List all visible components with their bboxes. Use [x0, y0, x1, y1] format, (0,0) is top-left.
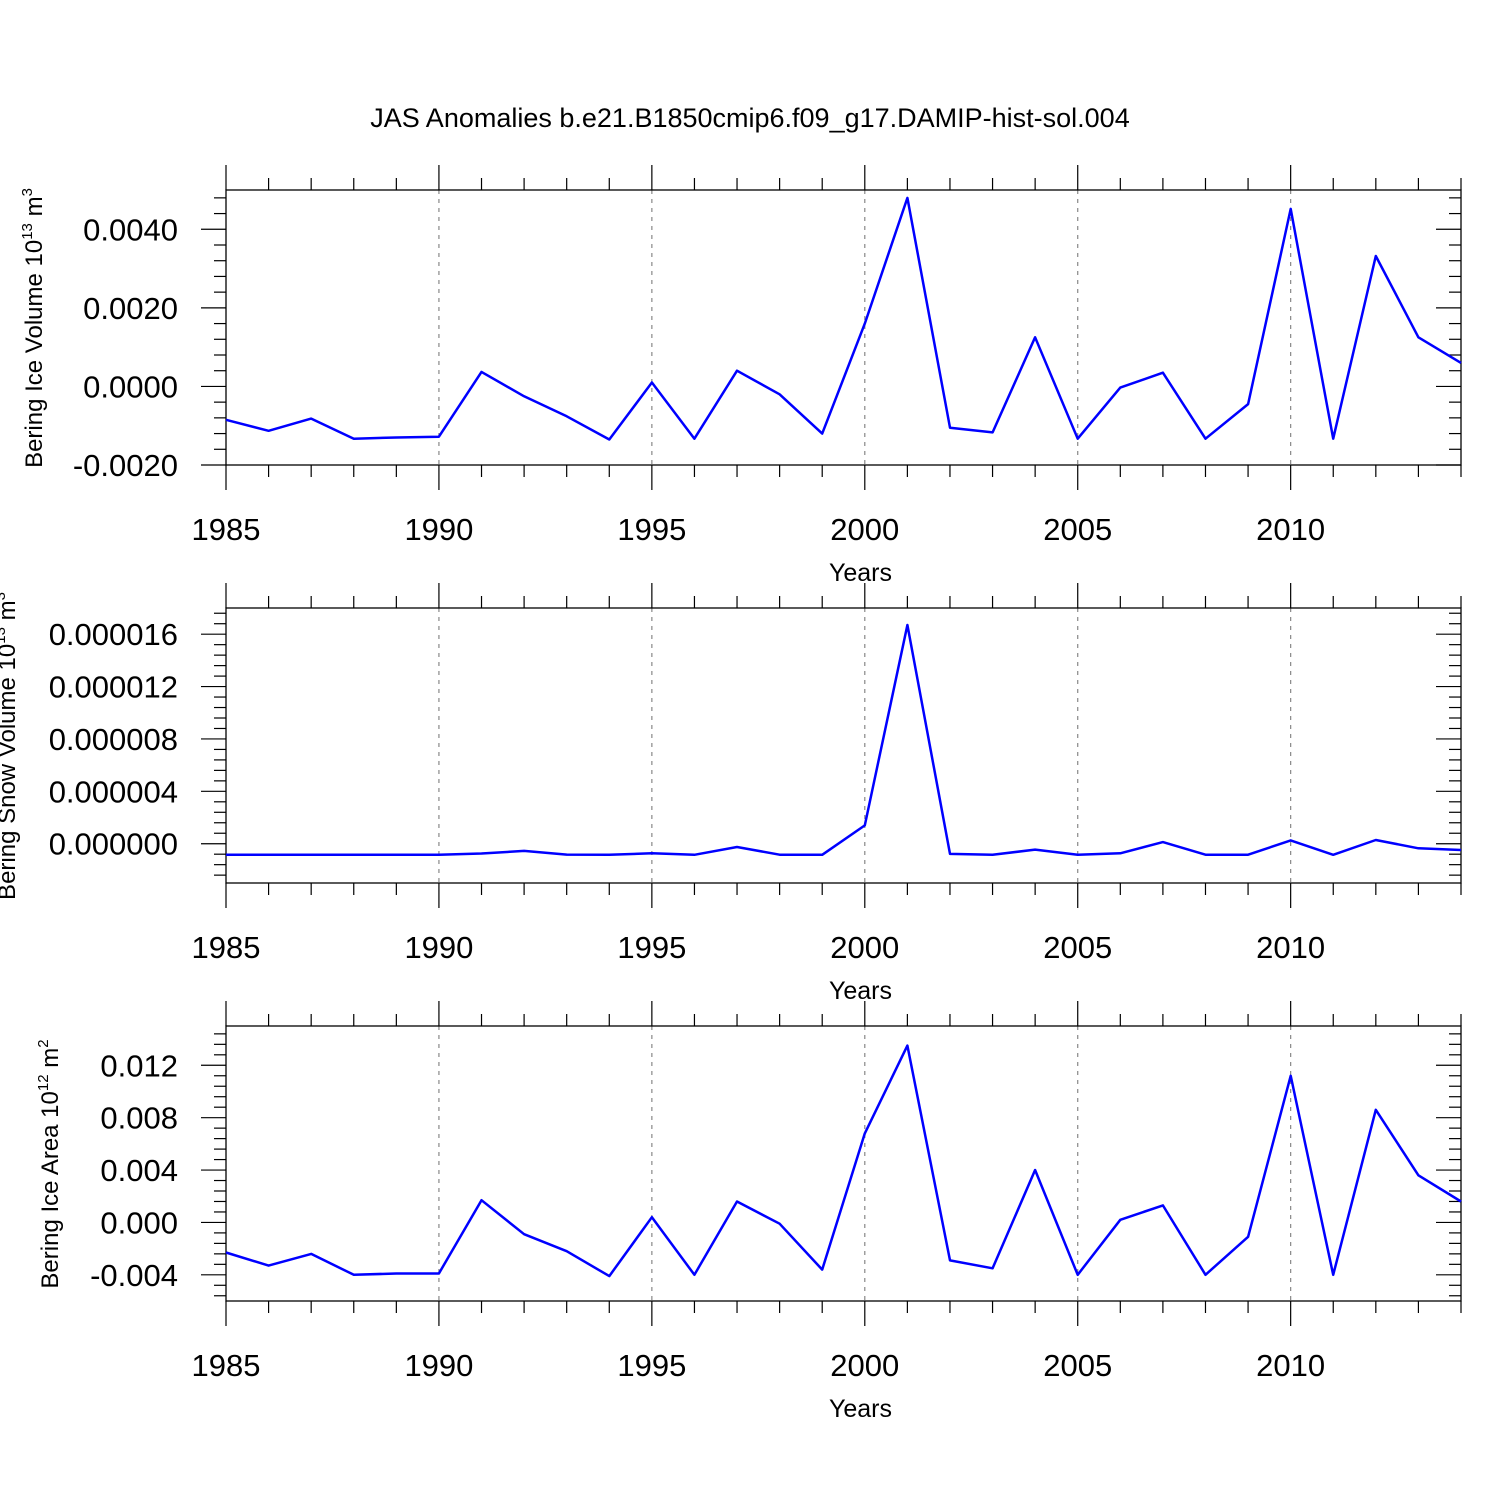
panel-1: 1985 1990 1995 2000 2005 2010 Years -0.0020 0.00…	[19, 165, 1462, 587]
y-tick-label: 0.000000	[49, 827, 178, 862]
plot-frame	[225, 1025, 1462, 1302]
y-tick-label: 0.012	[100, 1048, 178, 1083]
y-axis-label-text: Bering Ice Volume 10	[21, 240, 48, 468]
y-axis-label: Bering Ice Volume 1013 m3	[19, 188, 48, 468]
y-tick-label: 0.000016	[49, 617, 178, 652]
y-axis-label-text: Bering Ice Area 10	[37, 1091, 64, 1288]
x-tick-label: 2000	[830, 930, 899, 965]
x-tick-label: 1995	[617, 1348, 686, 1383]
plot-frame	[225, 189, 1462, 466]
series-line	[226, 623, 1462, 857]
y-tick-label: 0.000004	[49, 774, 178, 809]
y-tick-label: 0.000	[100, 1205, 178, 1240]
y-axis-label-text: m	[0, 600, 21, 627]
y-tick-label: 0.000008	[49, 722, 178, 757]
y-tick-label: -0.004	[90, 1258, 178, 1293]
y-axis-label-exponent: 12	[35, 1074, 52, 1091]
panel-3: 1985 1990 1995 2000 2005 2010 Years -0.004 0.000…	[35, 1001, 1462, 1423]
x-tick-label: 2000	[830, 1348, 899, 1383]
x-tick-label: 2000	[830, 512, 899, 547]
x-tick-label: 2010	[1256, 930, 1325, 965]
y-axis-label-exponent: 13	[0, 627, 9, 644]
x-tick-label: 1990	[404, 512, 473, 547]
x-tick-label: 1985	[192, 930, 261, 965]
y-axis-label: Bering Ice Area 1012 m2	[35, 1039, 64, 1288]
y-axis-label-exponent: 3	[19, 188, 36, 196]
panel-2: 1985 1990 1995 2000 2005 2010 Years 0.000000 0.0…	[0, 583, 1462, 1005]
plot-frame	[225, 607, 1462, 884]
y-tick-label: 0.004	[100, 1153, 178, 1188]
x-axis-label: Years	[829, 1395, 892, 1423]
x-axis-label: Years	[829, 559, 892, 587]
x-tick-label: 2005	[1043, 1348, 1112, 1383]
x-tick-label: 1995	[617, 930, 686, 965]
x-tick-label: 2010	[1256, 512, 1325, 547]
y-tick-label: 0.0040	[83, 212, 178, 247]
y-axis-label-text: m	[21, 196, 48, 223]
y-tick-label: 0.000012	[49, 670, 178, 705]
series-line	[225, 196, 1462, 441]
x-tick-label: 2005	[1043, 512, 1112, 547]
x-tick-label: 1995	[617, 512, 686, 547]
chart-title: JAS Anomalies b.e21.B1850cmip6.f09_g17.D…	[370, 103, 1129, 133]
y-axis-label: Bering Snow Volume 1013 m3	[0, 592, 21, 900]
y-tick-label: 0.0020	[83, 291, 178, 326]
x-tick-label: 1990	[404, 1348, 473, 1383]
x-axis-label: Years	[829, 977, 892, 1005]
x-tick-label: 2005	[1043, 930, 1112, 965]
y-tick-label: -0.0020	[73, 448, 178, 483]
x-tick-label: 2010	[1256, 1348, 1325, 1383]
x-tick-label: 1985	[192, 1348, 261, 1383]
y-axis-label-text: Bering Snow Volume 10	[0, 644, 21, 900]
x-tick-label: 1985	[192, 512, 261, 547]
y-tick-label: 0.008	[100, 1101, 178, 1136]
y-tick-label: 0.0000	[83, 369, 178, 404]
x-tick-label: 1990	[404, 930, 473, 965]
series-line	[225, 1044, 1462, 1278]
y-axis-label-text: m	[37, 1048, 64, 1075]
y-axis-label-exponent: 3	[0, 592, 9, 600]
y-axis-label-exponent: 13	[19, 223, 36, 240]
y-axis-label-exponent: 2	[35, 1039, 52, 1047]
